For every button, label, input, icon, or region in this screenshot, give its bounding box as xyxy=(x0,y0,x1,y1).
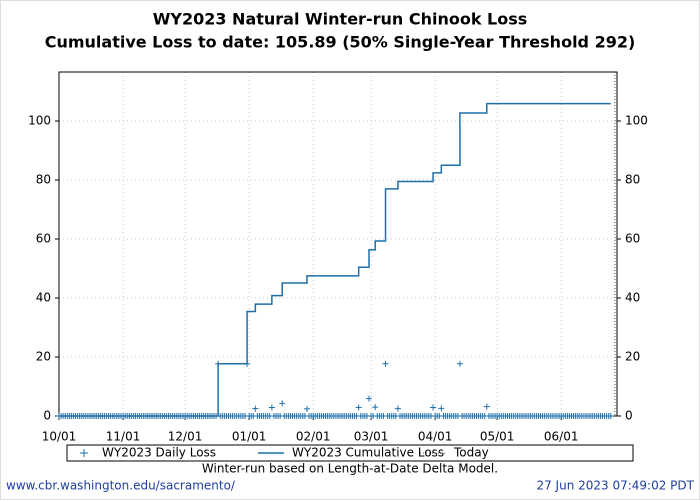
data-point xyxy=(456,360,463,367)
legend-marker xyxy=(80,449,88,457)
source[interactable]: www.cbr.washington.edu/sacramento/ xyxy=(6,479,236,493)
x-tick-label: 04/01 xyxy=(418,430,453,444)
data-point xyxy=(252,405,259,412)
data-point xyxy=(430,404,437,411)
x-tick-label: 05/01 xyxy=(480,430,515,444)
note: Winter-run based on Length-at-Date Delta… xyxy=(202,462,498,476)
legend-label: WY2023 Daily Loss xyxy=(102,446,216,460)
data-point xyxy=(268,404,275,411)
data-point xyxy=(279,400,286,407)
x-tick-label: 01/01 xyxy=(232,430,267,444)
y2-tick-label: 20 xyxy=(625,349,640,363)
data-point xyxy=(394,405,401,412)
y-tick-label: 80 xyxy=(36,172,51,186)
timestamp: 27 Jun 2023 07:49:02 PDT xyxy=(536,479,694,493)
x-tick-label: 12/01 xyxy=(168,430,203,444)
y-tick-label: 100 xyxy=(28,113,51,127)
data-point xyxy=(304,405,310,412)
data-point xyxy=(607,413,614,419)
legend-box xyxy=(66,444,634,462)
x-tick-label: 06/01 xyxy=(544,430,579,444)
x-tick-label: 03/01 xyxy=(354,430,389,444)
chart-title: WY2023 Natural Winter-run Chinook Loss xyxy=(153,10,528,29)
x-tick-label: 02/01 xyxy=(296,430,331,444)
x-tick-label: 10/01 xyxy=(42,430,77,444)
chart-subtitle: Cumulative Loss to date: 105.89 (50% Sin… xyxy=(45,33,636,52)
y2-tick-label: 100 xyxy=(625,113,648,127)
y-tick-label: 0 xyxy=(43,409,51,423)
y-tick-label: 40 xyxy=(36,290,51,304)
data-point xyxy=(355,404,362,411)
y2-tick-label: 40 xyxy=(625,290,640,304)
data-point xyxy=(366,395,372,402)
cumulative-line xyxy=(59,102,611,417)
y-tick-label: 60 xyxy=(36,231,51,245)
data-point xyxy=(438,405,445,412)
data-point xyxy=(382,360,389,367)
y2-tick-label: 80 xyxy=(625,172,640,186)
y-tick-label: 20 xyxy=(36,349,51,363)
legend-label: Today xyxy=(453,446,489,460)
y2-tick-label: 0 xyxy=(625,409,633,423)
data-point xyxy=(483,403,490,410)
x-tick-label: 11/01 xyxy=(106,430,141,444)
legend-label: WY2023 Cumulative Loss xyxy=(292,446,444,460)
data-point xyxy=(372,404,379,411)
y2-tick-label: 60 xyxy=(625,231,640,245)
